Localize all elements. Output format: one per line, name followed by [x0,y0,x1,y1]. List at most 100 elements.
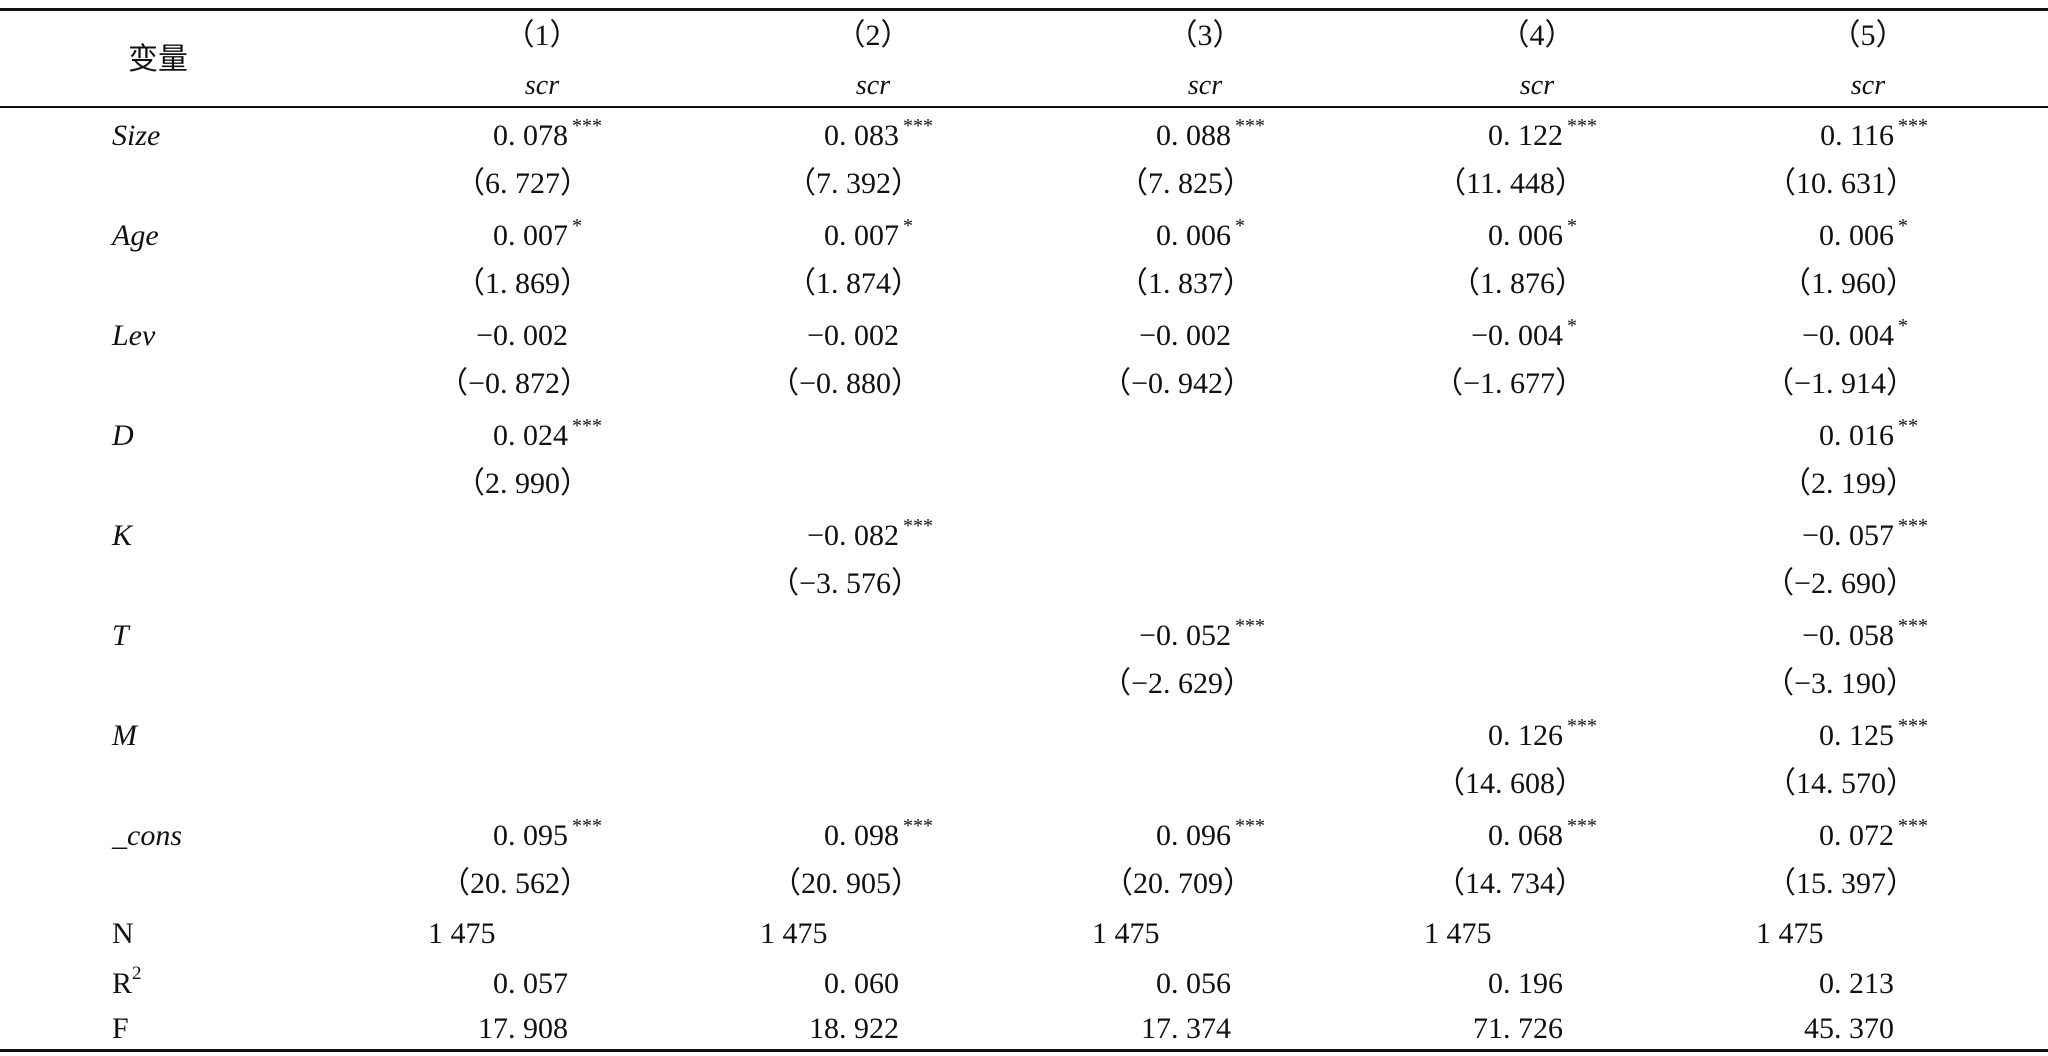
significance-stars: *** [1567,715,1597,737]
coefficient: 0. 006 [1819,219,1894,252]
significance-stars: *** [1898,615,1928,637]
stat-value: 1 475 [1756,917,1824,950]
t-statistic: （−3. 190） [1764,667,1916,700]
significance-stars: *** [572,115,602,137]
row-label: Lev [112,319,156,352]
coefficient: 0. 072 [1819,819,1894,852]
t-statistic: （20. 562） [440,867,590,900]
significance-stars: * [903,215,913,237]
t-statistic: （2. 199） [1781,467,1916,500]
coefficient: 0. 078 [493,119,568,152]
significance-stars: * [1567,315,1577,337]
coefficient: −0. 002 [476,319,568,352]
stat-name: R [112,967,133,1000]
significance-stars: *** [1898,515,1928,537]
coefficient: −0. 057 [1802,519,1894,552]
stat-value: 1 475 [428,917,496,950]
significance-stars: *** [903,815,933,837]
t-statistic: （−1. 914） [1764,367,1916,400]
significance-stars: *** [572,815,602,837]
coefficient: 0. 083 [824,119,899,152]
t-statistic: （−1. 677） [1433,367,1585,400]
stat-superscript: 2 [132,963,142,984]
dependent-variable: scr [1519,70,1555,101]
coefficient: 0. 068 [1488,819,1563,852]
stat-value: 18. 922 [809,1012,899,1045]
coefficient: 0. 088 [1156,119,1231,152]
coefficient: −0. 002 [1139,319,1231,352]
stat-label: N [112,916,134,952]
coefficient: −0. 082 [807,519,899,552]
coefficient: 0. 116 [1820,119,1894,152]
coefficient: −0. 002 [807,319,899,352]
row-label: T [112,619,129,652]
dependent-variable: scr [855,70,891,101]
t-statistic: （−0. 872） [438,367,590,400]
significance-stars: *** [1235,815,1265,837]
stat-value: 0. 196 [1488,967,1563,1000]
stat-value: 17. 908 [478,1012,568,1045]
stat-value: 0. 057 [493,967,568,1000]
stat-name: F [112,1012,129,1045]
coefficient: 0. 007 [824,219,899,252]
t-statistic: （−0. 942） [1101,367,1253,400]
significance-stars: * [1235,215,1245,237]
column-number: （2） [835,19,911,52]
row-label: Age [112,219,159,252]
t-statistic: （1. 876） [1450,267,1585,300]
t-statistic: （10. 631） [1766,167,1916,200]
t-statistic: （14. 734） [1435,867,1585,900]
header-rule [0,106,2048,108]
stat-value: 0. 213 [1819,967,1894,1000]
t-statistic: （−0. 880） [769,367,921,400]
coefficient: 0. 007 [493,219,568,252]
significance-stars: * [572,215,582,237]
t-statistic: （−2. 629） [1101,667,1253,700]
coefficient: 0. 125 [1819,719,1894,752]
significance-stars: *** [1898,815,1928,837]
significance-stars: *** [1898,115,1928,137]
t-statistic: （−2. 690） [1764,567,1916,600]
variable-header: 变量 [128,42,188,77]
coefficient: −0. 058 [1802,619,1894,652]
row-label: D [112,419,134,452]
stat-value: 17. 374 [1141,1012,1231,1045]
column-number: （4） [1499,19,1575,52]
coefficient: 0. 006 [1488,219,1563,252]
t-statistic: （11. 448） [1436,167,1585,200]
significance-stars: *** [1235,615,1265,637]
coefficient: 0. 126 [1488,719,1563,752]
column-number: （5） [1830,19,1906,52]
row-label: _cons [112,819,182,852]
coefficient: 0. 016 [1819,419,1894,452]
significance-stars: *** [1898,715,1928,737]
t-statistic: （1. 874） [786,267,921,300]
stat-label: R2 [112,963,142,1002]
coefficient: −0. 004 [1471,319,1563,352]
row-label: M [112,719,137,752]
stat-value: 1 475 [1424,917,1492,950]
coefficient: −0. 004 [1802,319,1894,352]
t-statistic: （20. 709） [1103,867,1253,900]
significance-stars: *** [903,515,933,537]
bottom-rule [0,1049,2048,1052]
t-statistic: （14. 570） [1766,767,1916,800]
t-statistic: （1. 869） [455,267,590,300]
t-statistic: （−3. 576） [769,567,921,600]
significance-stars: *** [1567,115,1597,137]
stat-value: 1 475 [1092,917,1160,950]
stat-label: F [112,1011,129,1047]
coefficient: −0. 052 [1139,619,1231,652]
dependent-variable: scr [1850,70,1886,101]
t-statistic: （1. 960） [1781,267,1916,300]
significance-stars: * [1567,215,1577,237]
coefficient: 0. 098 [824,819,899,852]
stat-value: 0. 060 [824,967,899,1000]
dependent-variable: scr [524,70,560,101]
row-label: Size [112,119,161,152]
coefficient: 0. 096 [1156,819,1231,852]
stat-value: 45. 370 [1804,1012,1894,1045]
dependent-variable: scr [1187,70,1223,101]
t-statistic: （20. 905） [771,867,921,900]
